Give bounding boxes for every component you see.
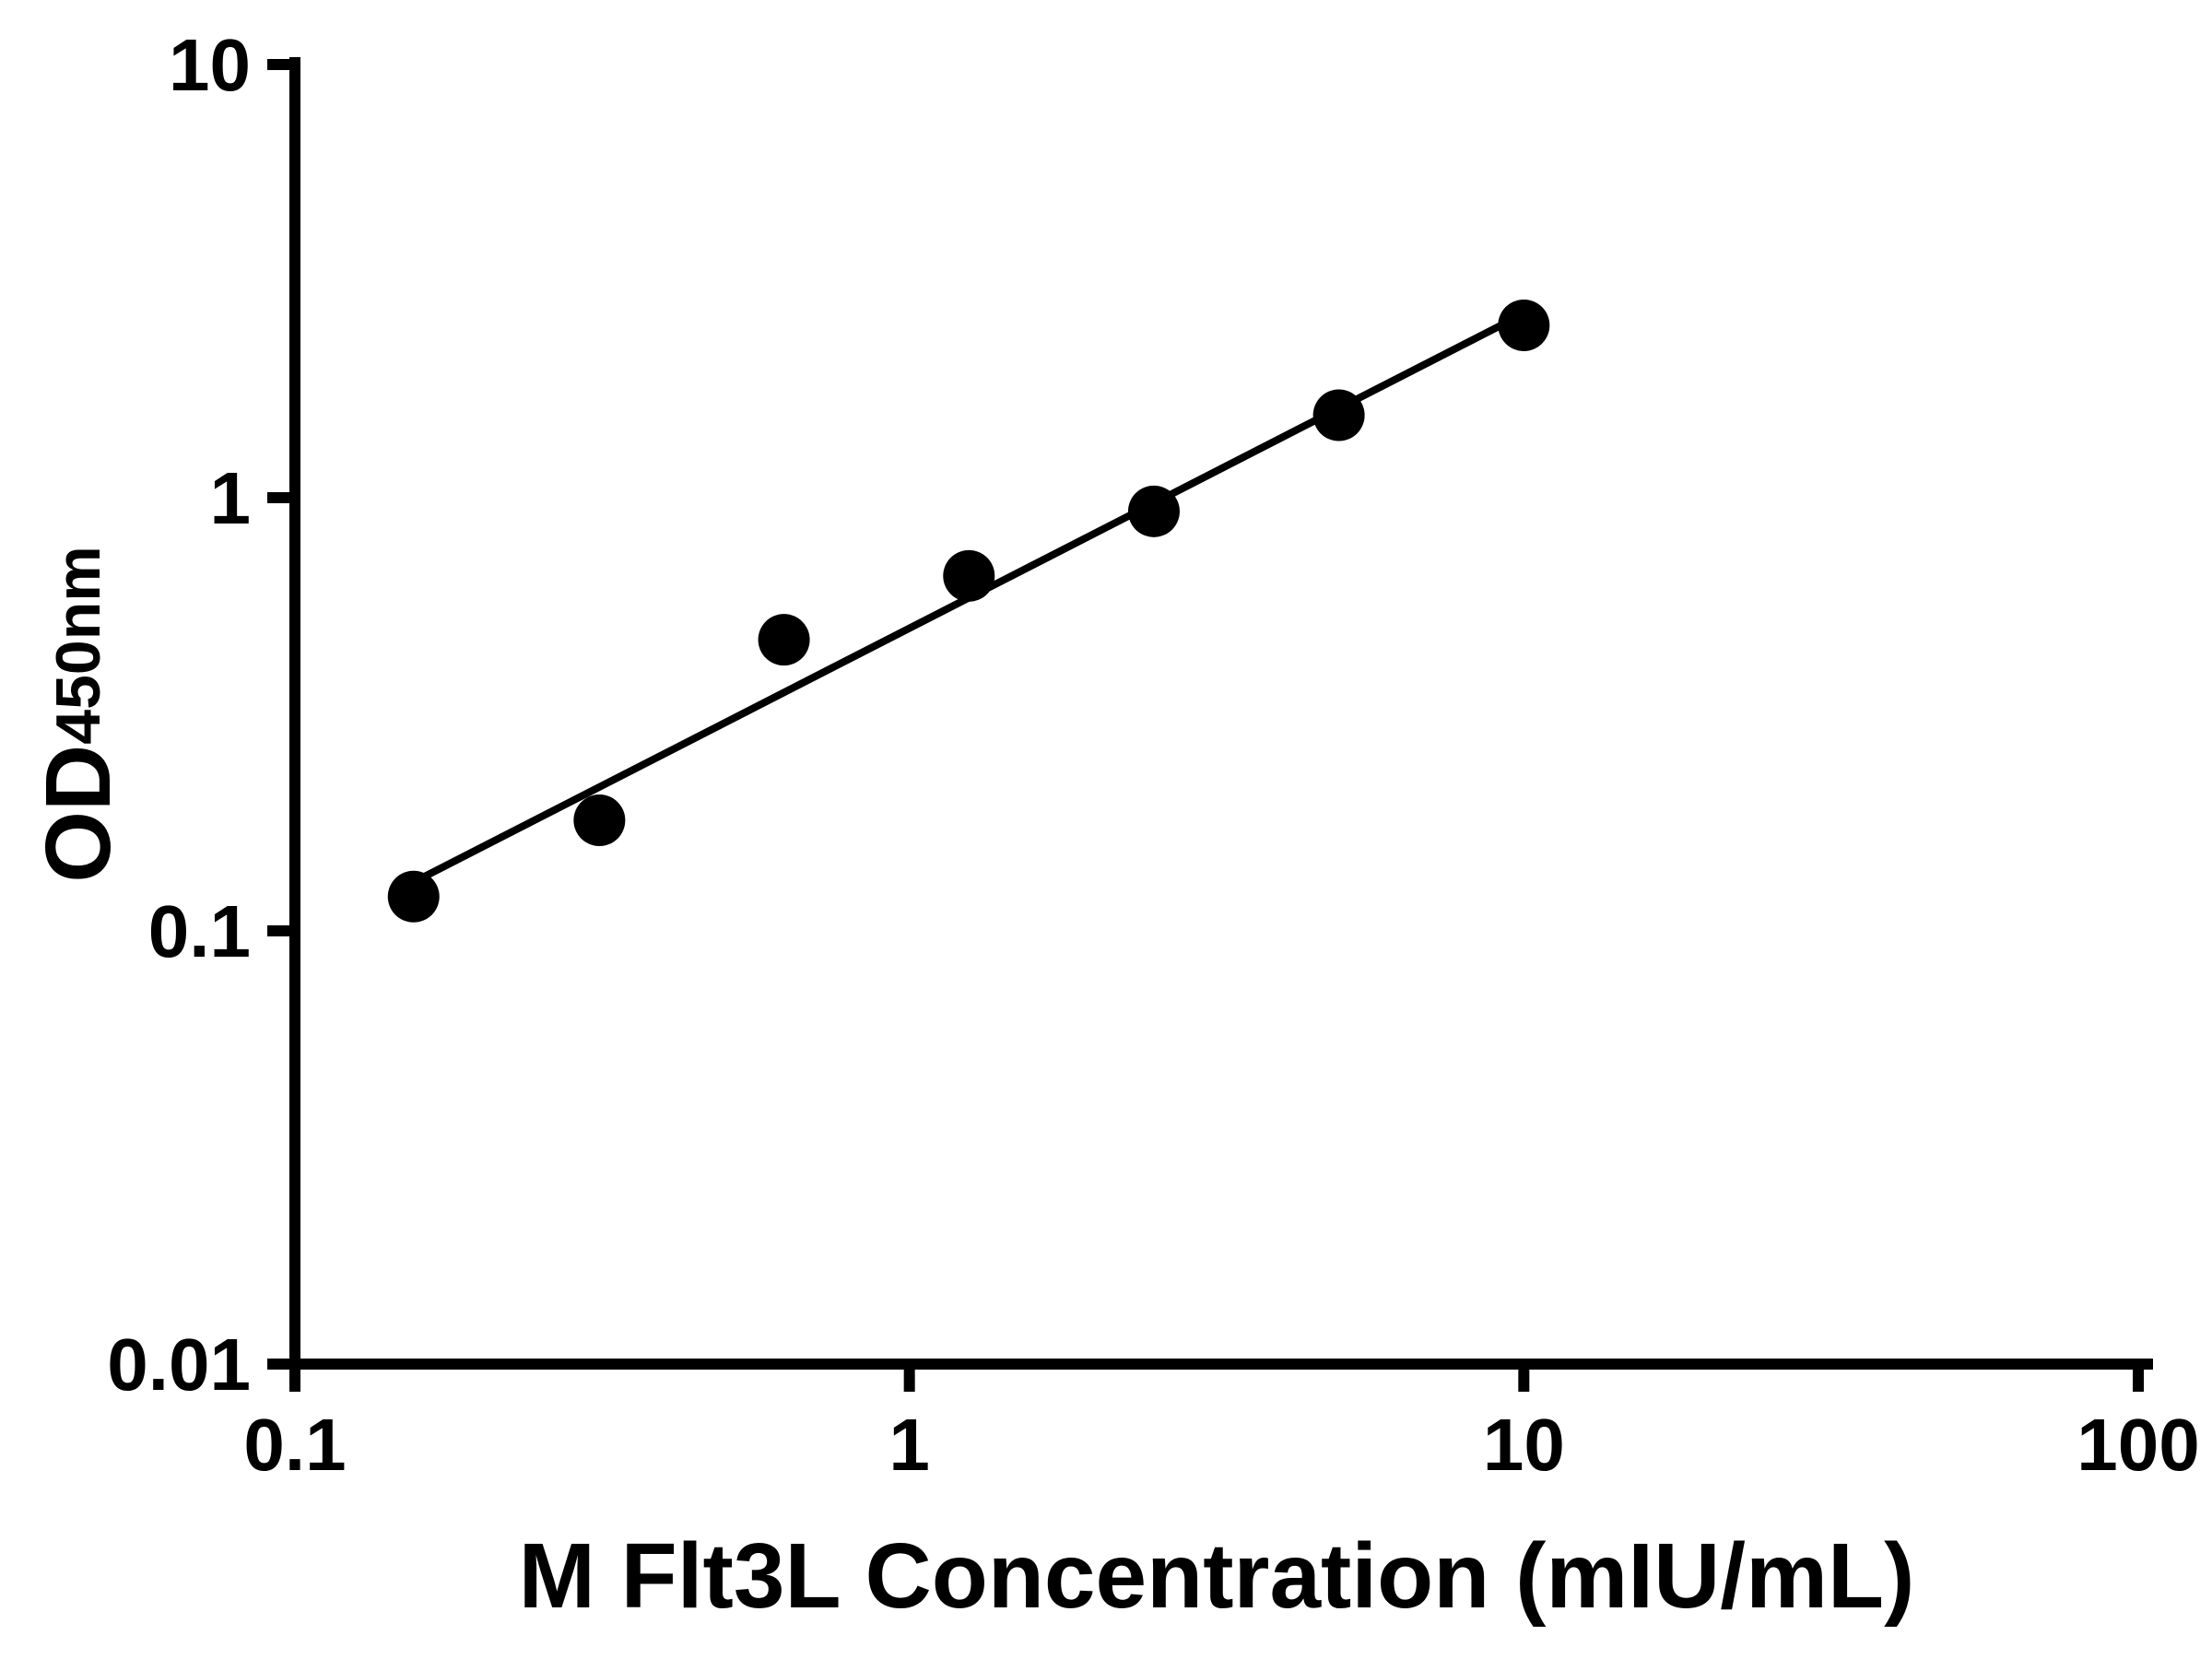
data-point xyxy=(943,549,995,602)
y-tick-label: 0.01 xyxy=(107,1324,251,1406)
y-tick-label: 0.1 xyxy=(148,890,251,972)
y-tick-label: 10 xyxy=(169,24,251,106)
data-point xyxy=(573,794,626,847)
y-tick-label: 1 xyxy=(210,457,252,539)
y-axis-label-main: OD xyxy=(26,744,130,883)
data-point xyxy=(758,614,810,666)
data-point xyxy=(1127,485,1180,537)
y-axis-label: OD 450nm xyxy=(9,253,147,1175)
y-axis-label-sub: 450nm xyxy=(43,546,113,745)
x-tick-label: 10 xyxy=(1483,1404,1565,1486)
data-point xyxy=(1312,389,1365,441)
x-tick-label: 0.1 xyxy=(243,1404,346,1486)
x-tick-label: 1 xyxy=(888,1404,930,1486)
data-point xyxy=(1498,299,1550,351)
data-point xyxy=(387,870,440,923)
x-tick-label: 100 xyxy=(2077,1404,2199,1486)
x-axis-label: M Flt3L Concentration (mIU/mL) xyxy=(518,1524,1915,1628)
